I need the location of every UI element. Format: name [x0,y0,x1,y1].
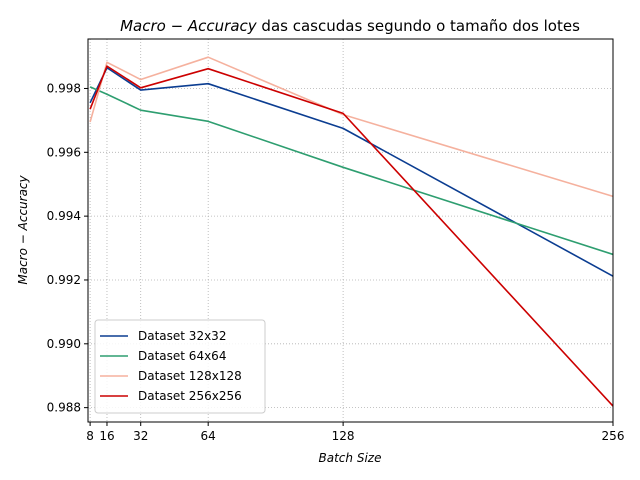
legend-label: Dataset 32x32 [138,329,226,343]
y-tick-label: 0.998 [47,81,81,95]
y-tick-label: 0.994 [47,209,81,223]
x-tick-label: 32 [133,429,148,443]
x-tick-label: 128 [332,429,355,443]
plot-frame [87,38,614,423]
x-tick-label: 16 [99,429,114,443]
x-tick-label: 64 [201,429,216,443]
legend-label: Dataset 256x256 [138,389,242,403]
y-axis-label: Macro − Accuracy [16,174,30,284]
y-axis-ticks: 0.988 0.990 0.992 0.994 0.996 0.998 [47,81,88,415]
x-axis-label: Batch Size [319,451,382,465]
legend-box [94,319,266,414]
y-tick-label: 0.992 [47,273,81,287]
chart-title-math: Macro − Accuracy [120,17,258,35]
x-tick-label: 256 [602,429,625,443]
chart-title-rest: das cascudas segundo o tamaño dos lotes [257,17,580,35]
legend-label: Dataset 128x128 [138,369,242,383]
x-tick-label: 8 [86,429,94,443]
legend: Dataset 32x32 Dataset 64x64 Dataset 128x12… [94,319,266,414]
series-layer [89,56,614,407]
series-line [89,86,614,256]
legend-label: Dataset 64x64 [138,349,226,363]
y-tick-label: 0.990 [47,337,81,351]
x-axis-ticks: 8 16 32 64 128 256 [86,422,624,443]
y-tick-label: 0.988 [47,401,81,415]
y-tick-label: 0.996 [47,145,81,159]
chart-title: Macro − Accuracy das cascudas segundo o … [120,17,580,35]
series-line [89,65,614,407]
